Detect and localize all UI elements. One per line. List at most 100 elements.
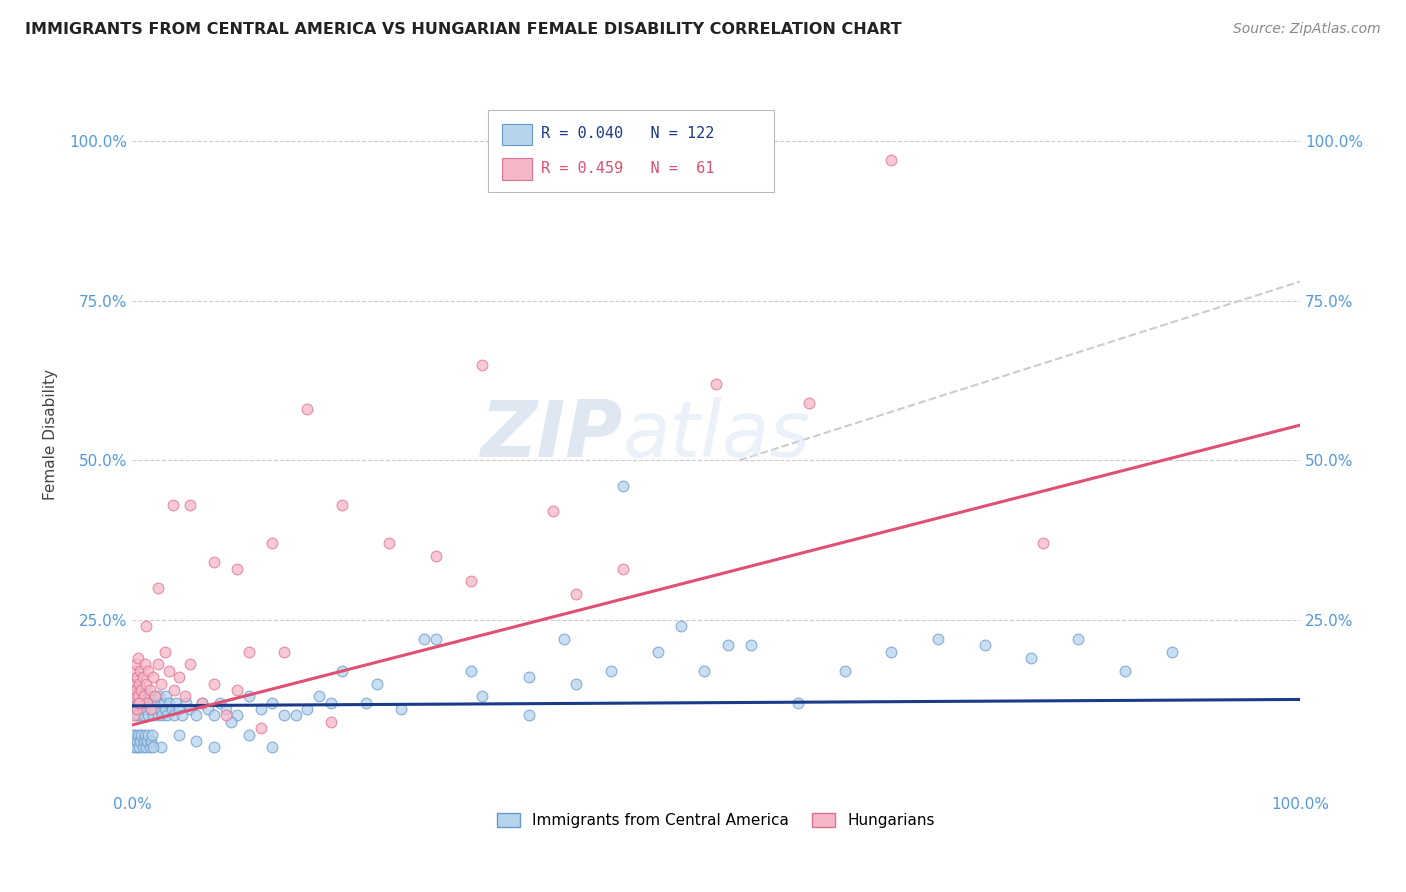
Point — [125, 702, 148, 716]
Point — [167, 727, 190, 741]
Point — [160, 702, 183, 716]
Point — [131, 682, 153, 697]
Point — [131, 690, 153, 704]
Point — [122, 676, 145, 690]
Point — [129, 690, 152, 704]
Point — [124, 676, 146, 690]
Point — [134, 657, 156, 672]
Point — [125, 696, 148, 710]
Point — [354, 696, 377, 710]
Point — [132, 708, 155, 723]
Point — [167, 670, 190, 684]
Point — [297, 702, 319, 716]
Point — [163, 682, 186, 697]
Point — [226, 708, 249, 723]
Point — [124, 696, 146, 710]
Point — [129, 734, 152, 748]
Point — [1160, 645, 1182, 659]
Point — [786, 696, 808, 710]
Text: Source: ZipAtlas.com: Source: ZipAtlas.com — [1233, 22, 1381, 37]
Point — [880, 153, 903, 168]
Point — [249, 702, 271, 716]
Text: atlas: atlas — [623, 397, 810, 473]
Point — [128, 682, 150, 697]
Point — [135, 740, 157, 755]
Point — [131, 682, 153, 697]
Point — [131, 727, 153, 741]
Point — [330, 498, 353, 512]
Point — [131, 702, 153, 716]
Point — [138, 740, 160, 755]
Point — [135, 702, 157, 716]
Point — [191, 696, 214, 710]
Point — [378, 536, 401, 550]
Point — [149, 702, 172, 716]
Point — [471, 690, 494, 704]
Point — [128, 676, 150, 690]
Point — [202, 740, 225, 755]
Point — [131, 740, 153, 755]
Point — [150, 676, 173, 690]
Point — [425, 549, 447, 563]
Point — [139, 734, 162, 748]
Text: R = 0.459   N =  61: R = 0.459 N = 61 — [541, 161, 714, 176]
Y-axis label: Female Disability: Female Disability — [44, 369, 58, 500]
Point — [125, 702, 148, 716]
Point — [308, 690, 330, 704]
Point — [124, 740, 146, 755]
Point — [202, 555, 225, 569]
Point — [127, 690, 149, 704]
Point — [927, 632, 949, 646]
Point — [131, 696, 153, 710]
Point — [134, 727, 156, 741]
Point — [155, 690, 177, 704]
Point — [141, 696, 163, 710]
Point — [148, 690, 170, 704]
Point — [132, 696, 155, 710]
Point — [799, 396, 821, 410]
Point — [284, 708, 307, 723]
Point — [124, 682, 146, 697]
Point — [124, 664, 146, 678]
Point — [128, 696, 150, 710]
Point — [128, 696, 150, 710]
Point — [136, 696, 159, 710]
Point — [142, 670, 165, 684]
Point — [124, 727, 146, 741]
Point — [124, 708, 146, 723]
Point — [143, 690, 166, 704]
Point — [553, 632, 575, 646]
Bar — [502, 158, 531, 179]
Point — [262, 536, 284, 550]
Point — [366, 676, 388, 690]
Point — [238, 645, 260, 659]
Point — [704, 376, 727, 391]
Point — [129, 664, 152, 678]
Point — [262, 740, 284, 755]
Point — [565, 587, 588, 601]
Point — [125, 682, 148, 697]
Point — [202, 676, 225, 690]
Point — [124, 708, 146, 723]
Point — [153, 645, 176, 659]
Point — [179, 702, 201, 716]
Point — [273, 708, 295, 723]
Point — [127, 651, 149, 665]
Point — [135, 676, 157, 690]
Point — [127, 727, 149, 741]
Point — [197, 702, 219, 716]
Point — [208, 696, 231, 710]
Point — [159, 696, 181, 710]
Point — [146, 657, 169, 672]
Point — [136, 696, 159, 710]
Point — [124, 657, 146, 672]
Point — [150, 696, 173, 710]
Point — [1021, 651, 1043, 665]
Point — [173, 690, 195, 704]
Point — [238, 727, 260, 741]
Point — [319, 696, 342, 710]
Point — [600, 664, 623, 678]
Point — [139, 702, 162, 716]
Point — [669, 619, 692, 633]
Point — [142, 708, 165, 723]
